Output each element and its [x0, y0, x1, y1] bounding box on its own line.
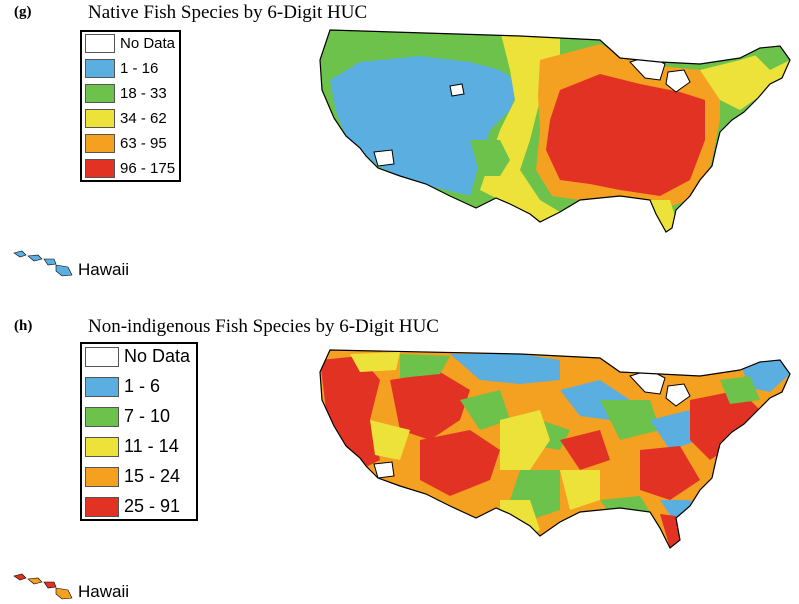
legend-label: No Data: [124, 346, 191, 366]
panel-label: (h): [14, 318, 33, 334]
panel-label: (g): [14, 4, 32, 20]
legend-swatch: [85, 376, 119, 397]
legend-item-1: 1 - 6: [85, 376, 190, 397]
legend-swatch: [85, 34, 115, 53]
legend-item-5: 25 - 91: [85, 496, 190, 517]
legend-label: 18 - 33: [120, 85, 167, 102]
legend-label: 15 - 24: [124, 466, 181, 486]
hawaii-label: Hawaii: [78, 582, 130, 601]
legend-label: 7 - 10: [124, 406, 171, 426]
hawaii-label: Hawaii: [78, 260, 130, 279]
legend-label: 11 - 14: [124, 436, 179, 456]
legend-swatch: [85, 466, 119, 487]
legend-item-1: 1 - 16: [85, 59, 175, 78]
legend-item-3: 34 - 62: [85, 109, 175, 128]
legend-swatch: [85, 436, 119, 457]
legend-swatch: [85, 134, 115, 153]
legend-item-3: 11 - 14: [85, 436, 190, 457]
legend-label: No Data: [120, 35, 176, 52]
legend: No Data 1 - 16 18 - 33 34 - 62 63 - 95 9…: [80, 30, 182, 182]
hawaii-inset: [13, 250, 73, 277]
legend-item-4: 15 - 24: [85, 466, 190, 487]
legend-item-2: 7 - 10: [85, 406, 190, 427]
legend-label: 1 - 6: [124, 376, 161, 396]
legend-item-no-data: No Data: [85, 346, 190, 367]
us-map-native: [319, 29, 791, 233]
legend-swatch: [85, 406, 119, 427]
panel-native-fish: (g) Native Fish Species by 6-Digit HUC N…: [0, 0, 799, 300]
legend: No Data 1 - 6 7 - 10 11 - 14 15 - 24 25 …: [80, 342, 199, 521]
legend-item-2: 18 - 33: [85, 84, 175, 103]
legend-item-4: 63 - 95: [85, 134, 175, 153]
legend-swatch: [85, 496, 119, 517]
map-title: Non-indigenous Fish Species by 6-Digit H…: [88, 316, 439, 337]
legend-swatch: [85, 84, 115, 103]
hawaii-inset: [13, 573, 73, 600]
legend-label: 1 - 16: [120, 60, 159, 77]
legend-swatch: [85, 159, 115, 178]
legend-swatch: [85, 109, 115, 128]
legend-label: 96 - 175: [120, 160, 176, 177]
legend-item-5: 96 - 175: [85, 159, 175, 178]
map-title: Native Fish Species by 6-Digit HUC: [88, 2, 368, 23]
legend-label: 34 - 62: [120, 110, 167, 127]
legend-swatch: [85, 59, 115, 78]
legend-label: 25 - 91: [124, 496, 181, 516]
legend-swatch: [85, 346, 119, 367]
legend-item-no-data: No Data: [85, 34, 175, 53]
legend-label: 63 - 95: [120, 135, 167, 152]
